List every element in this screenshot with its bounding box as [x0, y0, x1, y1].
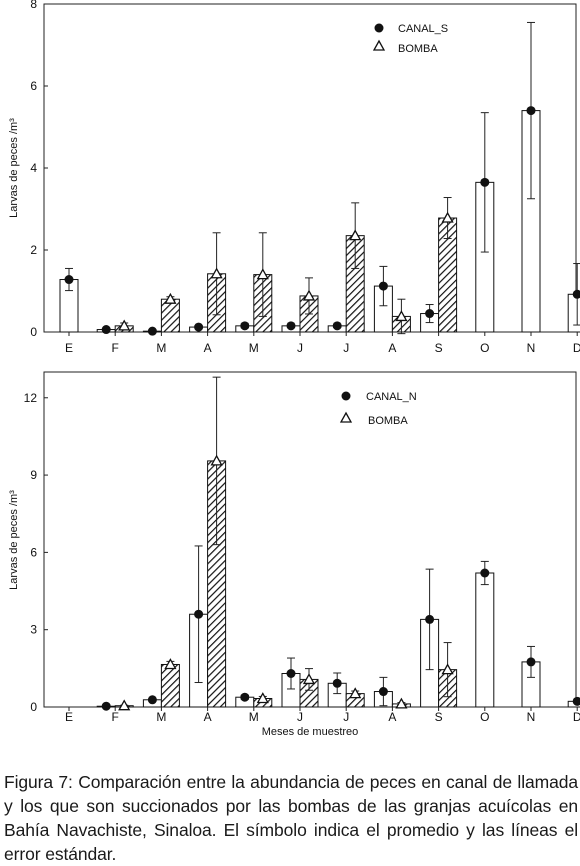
y-tick-label: 4: [30, 161, 37, 175]
bar-bomba: [161, 664, 179, 707]
figure-7-charts: 0 2 4 6 8 E F M A M J J A S O N D Larvas de peces /m³ C…: [0, 0, 580, 750]
point-bomba: [212, 269, 222, 278]
x-tick-label: O: [480, 710, 489, 724]
x-tick-label: J: [297, 710, 303, 724]
x-tick-label: S: [435, 710, 443, 724]
point-bomba: [258, 270, 268, 279]
legend-marker-triangle: [374, 41, 384, 50]
point-bomba: [258, 693, 268, 702]
point-canal-s: [379, 282, 388, 291]
point-canal-n: [194, 610, 203, 619]
point-bomba: [350, 689, 360, 698]
x-tick-label: M: [249, 710, 259, 724]
y-axis-label: Larvas de peces /m³: [8, 490, 20, 590]
x-tick-label: N: [527, 341, 536, 355]
x-tick-label: E: [65, 710, 73, 724]
bars: [60, 111, 580, 332]
x-tick-label: A: [388, 341, 396, 355]
point-canal-s: [527, 106, 536, 115]
x-tick-label: D: [573, 341, 580, 355]
y-tick-label: 0: [30, 325, 37, 339]
point-canal-n: [480, 569, 489, 578]
legend-label-bomba: BOMBA: [398, 43, 438, 55]
x-tick-label: F: [112, 341, 119, 355]
bar-canal-s: [568, 294, 580, 332]
x-tick-label: N: [527, 710, 536, 724]
point-canal-n: [333, 679, 342, 688]
point-canal-n: [379, 687, 388, 696]
y-tick-label: 6: [30, 79, 37, 93]
point-bomba: [304, 291, 314, 300]
markers: [65, 106, 580, 336]
chart-top-canal-s: 0 2 4 6 8 E F M A M J J A S O N D Larvas de peces /m³ C…: [8, 0, 580, 355]
point-bomba: [304, 674, 314, 683]
point-canal-s: [333, 321, 342, 330]
x-axis-label: Meses de muestreo: [262, 726, 359, 738]
point-canal-n: [425, 615, 434, 624]
point-bomba: [119, 321, 129, 330]
point-bomba: [443, 213, 453, 222]
bar-bomba: [161, 299, 179, 332]
x-tick-label: M: [156, 341, 166, 355]
legend-marker-circle: [375, 24, 384, 33]
error-bars: [65, 22, 580, 333]
legend-marker-circle: [342, 392, 351, 401]
x-tick-label: S: [435, 341, 443, 355]
x-tick-label: A: [388, 710, 396, 724]
y-tick-label: 9: [30, 468, 37, 482]
y-axis-label: Larvas de peces /m³: [8, 118, 20, 218]
x-tick-label: F: [112, 710, 119, 724]
point-canal-s: [194, 323, 203, 332]
figure-caption: Figura 7: Comparación entre la abundanci…: [4, 770, 578, 866]
point-bomba: [396, 311, 406, 320]
x-tick-label: A: [204, 341, 212, 355]
point-bomba: [165, 659, 175, 668]
y-tick-label: 2: [30, 243, 37, 257]
point-canal-s: [102, 325, 111, 334]
point-canal-s: [425, 309, 434, 318]
y-tick-label: 8: [30, 0, 37, 11]
legend-label-bomba: BOMBA: [368, 415, 408, 427]
x-tick-label: J: [343, 341, 349, 355]
point-canal-s: [287, 321, 296, 330]
point-canal-n: [102, 702, 111, 711]
point-canal-n: [148, 695, 157, 704]
x-tick-label: J: [297, 341, 303, 355]
point-canal-s: [480, 178, 489, 187]
x-tick-label: M: [249, 341, 259, 355]
legend-label-canal-s: CANAL_S: [398, 23, 448, 35]
x-tick-label: M: [156, 710, 166, 724]
y-tick-label: 3: [30, 623, 37, 637]
legend-marker-triangle: [341, 413, 351, 422]
y-tick-label: 0: [30, 700, 37, 714]
point-canal-n: [527, 657, 536, 666]
point-canal-s: [65, 275, 74, 284]
point-canal-s: [240, 321, 249, 330]
plot-frame: [44, 4, 576, 332]
y-tick-label: 6: [30, 545, 37, 559]
plot-frame: [44, 372, 576, 707]
error-bars: [102, 377, 580, 706]
legend: CANAL_S BOMBA: [374, 23, 448, 55]
bar-canal-n: [476, 573, 494, 707]
point-canal-n: [240, 693, 249, 702]
x-tick-label: O: [480, 341, 489, 355]
x-tick-label: E: [65, 341, 73, 355]
x-tick-label: D: [573, 710, 580, 724]
legend: CANAL_N BOMBA: [341, 391, 417, 427]
x-tick-label: J: [343, 710, 349, 724]
bars: [97, 461, 580, 707]
point-canal-s: [148, 327, 157, 336]
x-tick-label: A: [204, 710, 212, 724]
point-canal-n: [287, 669, 296, 678]
legend-label-canal-n: CANAL_N: [366, 391, 417, 403]
y-tick-label: 12: [24, 391, 38, 405]
y-ticks: 0 2 4 6 8: [30, 0, 48, 339]
